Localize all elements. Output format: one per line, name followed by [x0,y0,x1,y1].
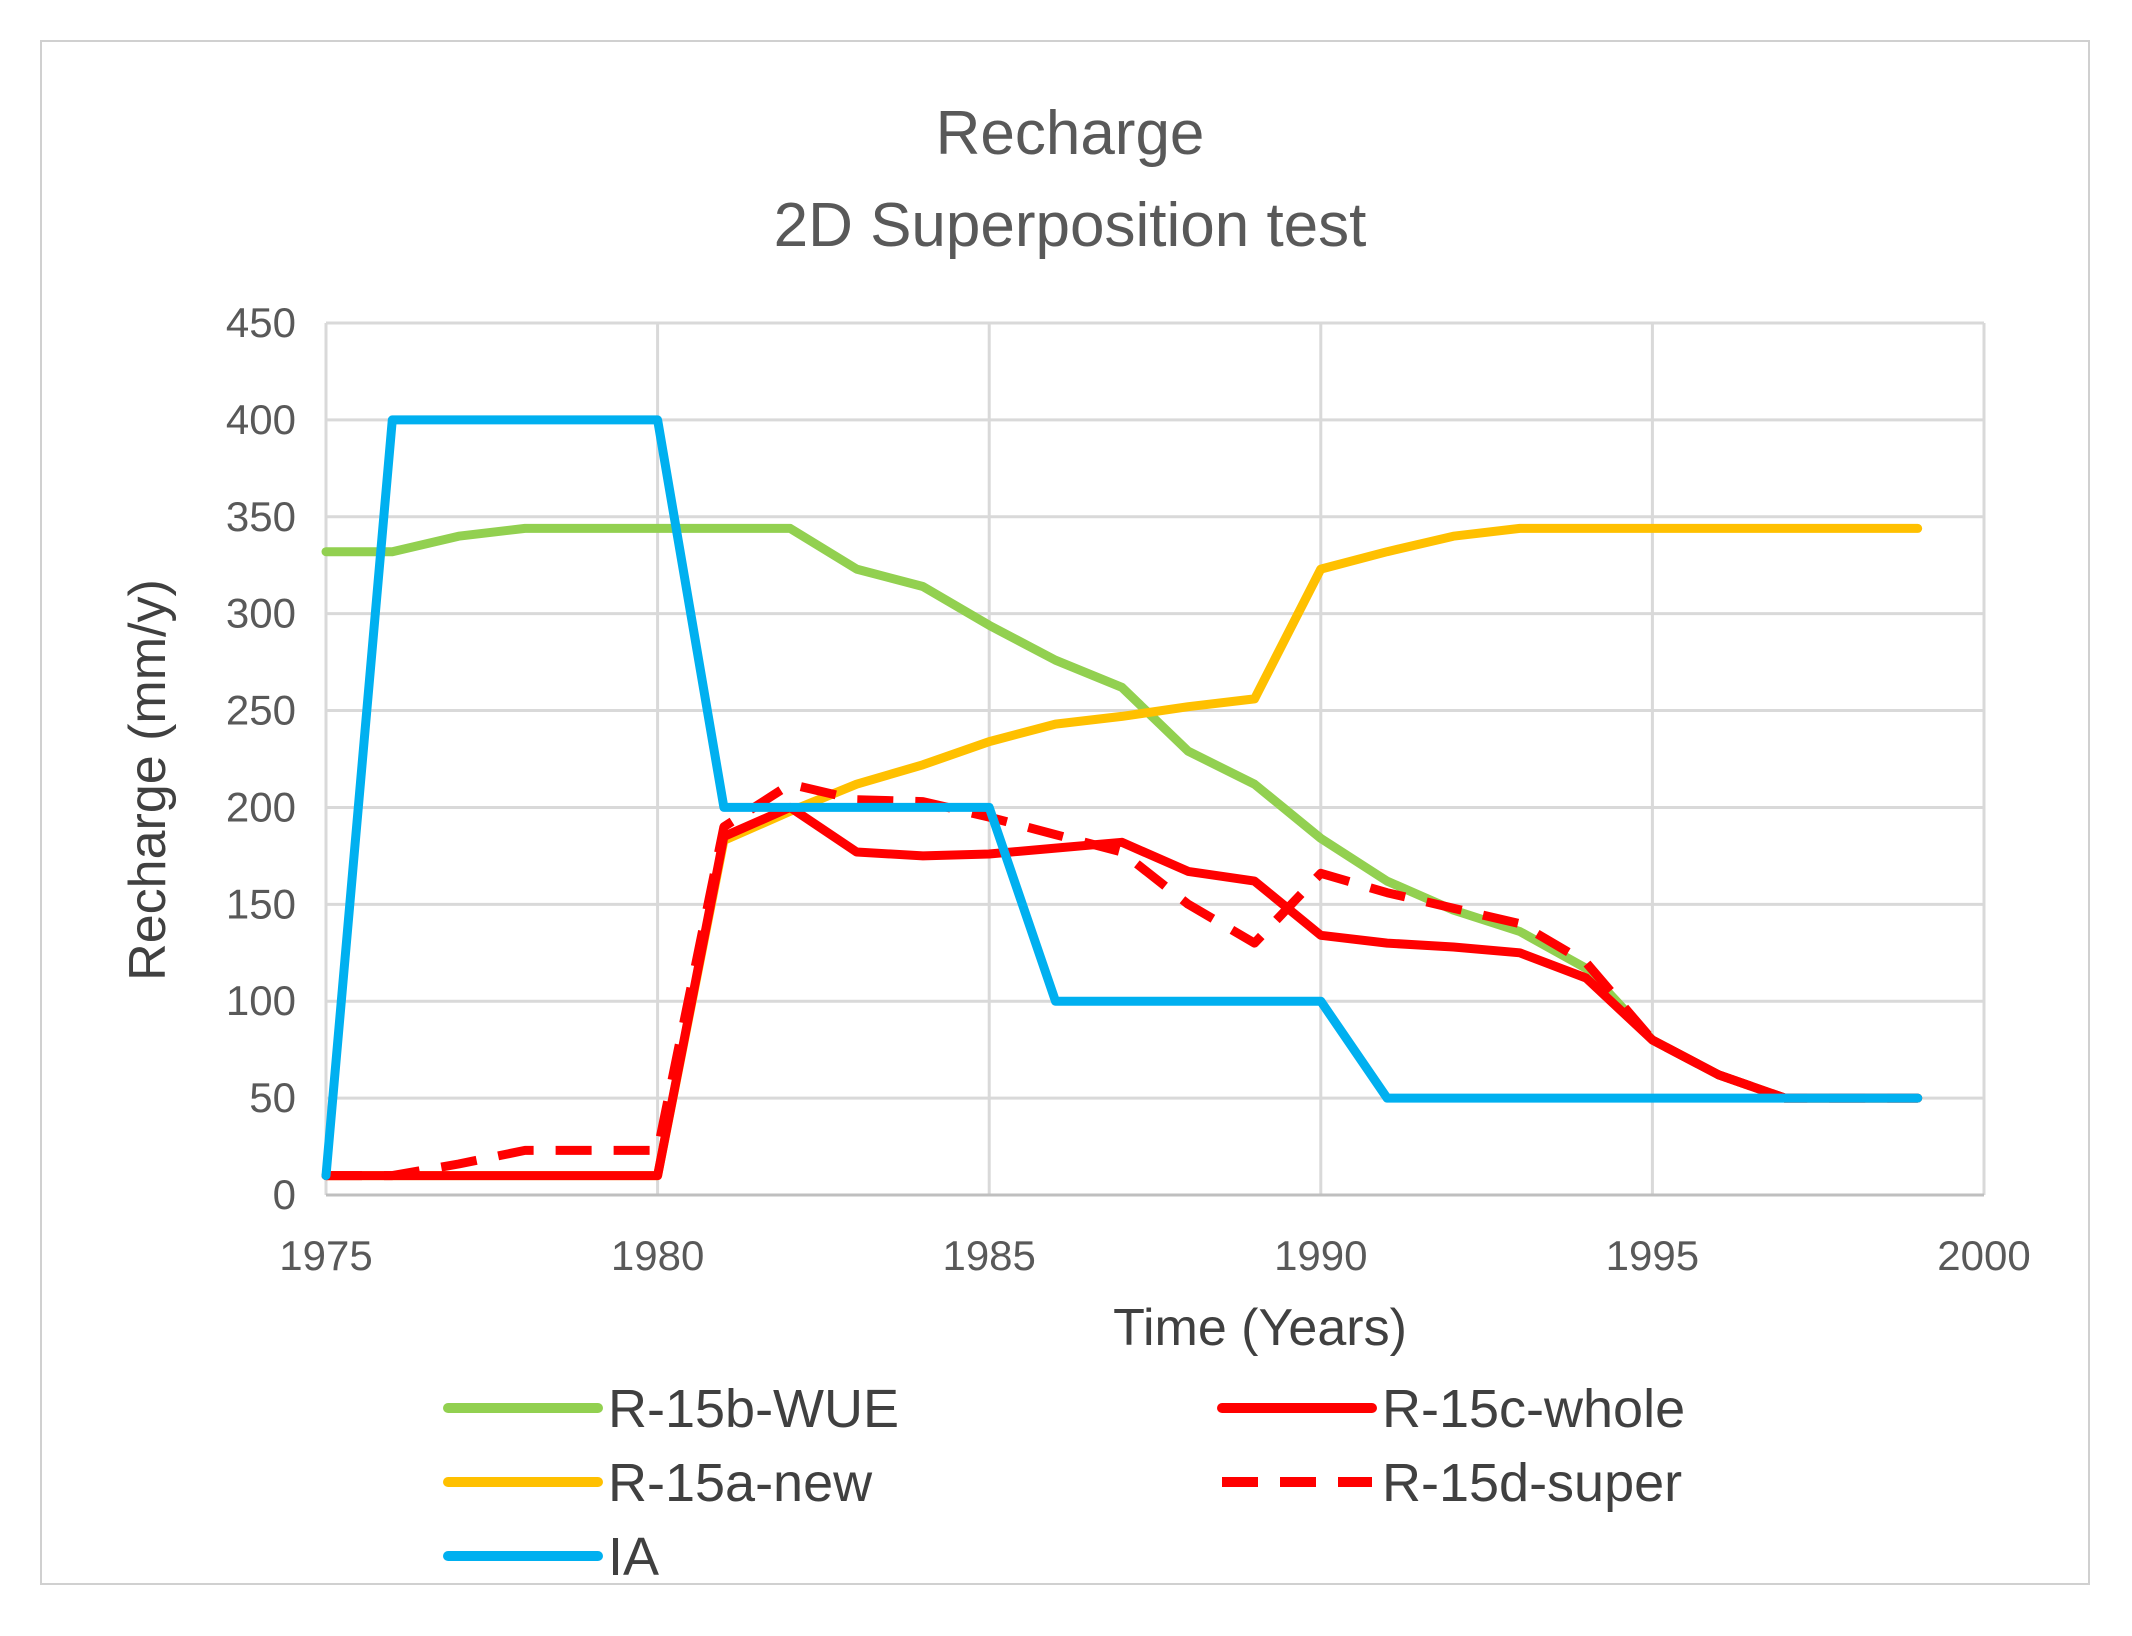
legend-label: R-15d-super [1382,1453,1682,1513]
series-lines [321,415,1923,1181]
y-tick-label: 150 [226,880,296,927]
grid [324,321,1986,1197]
y-tick-label: 0 [273,1171,296,1218]
legend-label: R-15b-WUE [608,1379,899,1439]
y-tick-label: 450 [226,299,296,346]
chart-frame [40,40,2090,1585]
y-tick-label: 300 [226,590,296,637]
x-tick-label: 1980 [611,1232,704,1279]
x-axis-title: Time (Years) [1113,1299,1407,1357]
x-tick-label: 1995 [1606,1232,1699,1279]
series-line-r-15c-whole [321,802,1923,1181]
y-tick-label: 100 [226,977,296,1024]
legend-label: IA [608,1527,659,1587]
legend-label: R-15c-whole [1382,1379,1685,1439]
tick-labels: 0 50 100 150 200 250 300 350 400 450 1975 1980 1985 1… [226,299,2031,1279]
y-tick-label: 350 [226,493,296,540]
x-tick-label: 1990 [1274,1232,1367,1279]
y-tick-label: 400 [226,396,296,443]
series-line-r-15a-new [321,523,1923,1181]
legend: R-15b-WUE R-15c-whole R-15a-new R-15d-super… [443,1379,1685,1587]
chart-title: Recharge [936,99,1205,168]
y-tick-label: 50 [249,1074,296,1121]
x-tick-label: 2000 [1937,1232,2030,1279]
y-tick-label: 200 [226,783,296,830]
legend-label: R-15a-new [608,1453,873,1513]
y-tick-label: 250 [226,687,296,734]
x-tick-label: 1985 [942,1232,1035,1279]
series-line-ia [321,415,1923,1181]
x-tick-label: 1975 [279,1232,372,1279]
chart-subtitle: 2D Superposition test [774,191,1367,260]
y-axis-title: Recharge (mm/y) [119,579,177,981]
series-line-r-15d-super [326,779,1918,1181]
